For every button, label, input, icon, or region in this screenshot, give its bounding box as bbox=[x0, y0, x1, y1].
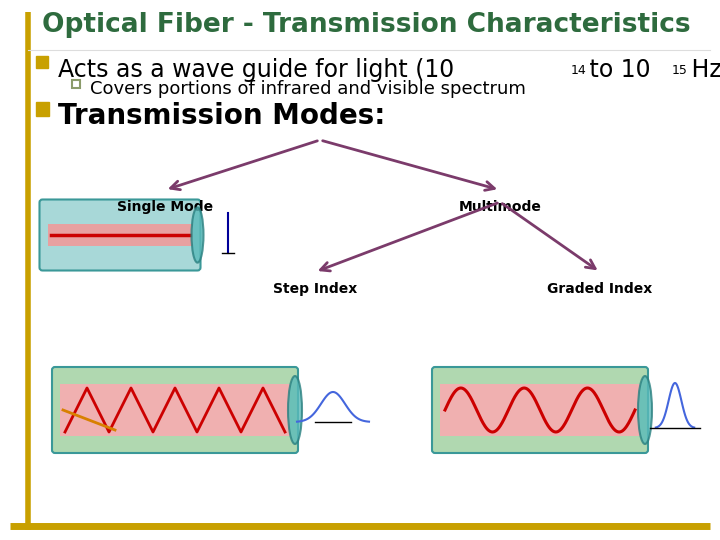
Bar bbox=[72, 80, 80, 88]
Text: Covers portions of infrared and visible spectrum: Covers portions of infrared and visible … bbox=[90, 80, 526, 98]
Text: Step Index: Step Index bbox=[273, 282, 357, 296]
Bar bbox=[440, 384, 640, 436]
Ellipse shape bbox=[638, 376, 652, 444]
Bar bbox=[36, 102, 49, 116]
Bar bbox=[60, 384, 290, 436]
Text: Transmission Modes:: Transmission Modes: bbox=[58, 102, 385, 130]
Bar bbox=[36, 56, 48, 68]
FancyBboxPatch shape bbox=[40, 199, 200, 271]
Text: Acts as a wave guide for light (10: Acts as a wave guide for light (10 bbox=[58, 58, 454, 82]
Text: Single Mode: Single Mode bbox=[117, 200, 213, 214]
Text: Optical Fiber - Transmission Characteristics: Optical Fiber - Transmission Characteris… bbox=[42, 12, 690, 38]
Ellipse shape bbox=[192, 207, 204, 262]
Ellipse shape bbox=[288, 376, 302, 444]
FancyBboxPatch shape bbox=[52, 367, 298, 453]
Text: to 10: to 10 bbox=[582, 58, 651, 82]
Bar bbox=[48, 224, 192, 246]
Text: 14: 14 bbox=[570, 64, 586, 77]
FancyBboxPatch shape bbox=[432, 367, 648, 453]
Text: Graded Index: Graded Index bbox=[547, 282, 652, 296]
Text: Multimode: Multimode bbox=[459, 200, 541, 214]
Text: 15: 15 bbox=[672, 64, 688, 77]
Text: Hz): Hz) bbox=[684, 58, 720, 82]
